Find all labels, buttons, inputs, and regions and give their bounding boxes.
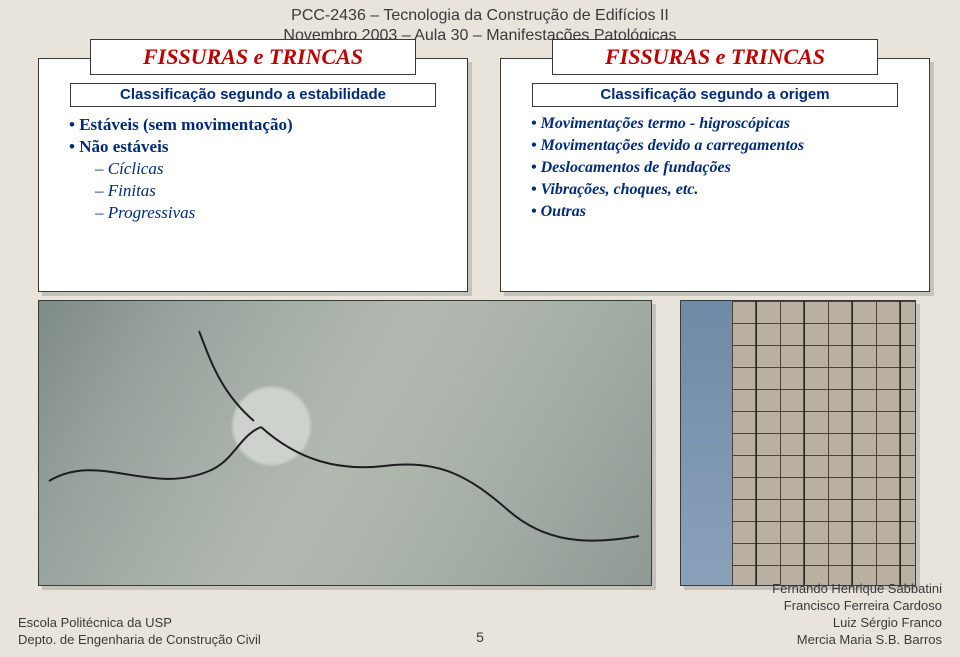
bullet-item: Outras xyxy=(531,203,913,221)
footer-left: Escola Politécnica da USP Depto. de Enge… xyxy=(18,615,261,649)
bullet-item: Movimentações termo - higroscópicas xyxy=(531,115,913,133)
crack-path-icon xyxy=(39,301,651,585)
panel-left-subhead: Classificação segundo a estabilidade xyxy=(120,86,386,103)
bullet-lvl2: Finitas xyxy=(95,181,451,201)
footer-right-line: Mercia Maria S.B. Barros xyxy=(772,632,942,649)
bullet-lvl2: Progressivas xyxy=(95,203,451,223)
footer-right-line: Luiz Sérgio Franco xyxy=(772,615,942,632)
header-line-1: PCC-2436 – Tecnologia da Construção de E… xyxy=(0,6,960,26)
panel-right-subhead-frame: Classificação segundo a origem xyxy=(532,83,898,107)
bullet-lvl1: Estáveis (sem movimentação) xyxy=(69,115,451,135)
bullet-item: Deslocamentos de fundações xyxy=(531,159,913,177)
panel-right: FISSURAS e TRINCAS Classificação segundo… xyxy=(500,58,930,292)
bullet-lvl2: Cíclicas xyxy=(95,159,451,179)
page-number: 5 xyxy=(476,629,484,645)
footer-right: Fernando Henrique Sabbatini Francisco Fe… xyxy=(772,581,942,649)
building-facade-photo xyxy=(681,301,915,585)
panel-left-title-frame: FISSURAS e TRINCAS xyxy=(90,39,417,75)
footer-left-line: Depto. de Engenharia de Construção Civil xyxy=(18,632,261,649)
footer-left-line: Escola Politécnica da USP xyxy=(18,615,261,632)
panel-right-subhead: Classificação segundo a origem xyxy=(600,86,829,103)
panel-left: FISSURAS e TRINCAS Classificação segundo… xyxy=(38,58,468,292)
sky-region xyxy=(681,301,732,585)
figure-building-facade xyxy=(680,300,916,586)
panel-right-title-frame: FISSURAS e TRINCAS xyxy=(552,39,879,75)
panel-right-bullets: Movimentações termo - higroscópicas Movi… xyxy=(517,115,913,221)
wall-crack-photo xyxy=(39,301,651,585)
panel-right-title: FISSURAS e TRINCAS xyxy=(605,44,825,69)
panel-left-bullets: Estáveis (sem movimentação) Não estáveis… xyxy=(55,115,451,223)
footer-right-line: Fernando Henrique Sabbatini xyxy=(772,581,942,598)
figure-wall-crack xyxy=(38,300,652,586)
panel-left-title: FISSURAS e TRINCAS xyxy=(143,44,363,69)
panel-left-subhead-frame: Classificação segundo a estabilidade xyxy=(70,83,436,107)
bullet-lvl1: Não estáveis xyxy=(69,137,451,157)
bullet-item: Vibrações, choques, etc. xyxy=(531,181,913,199)
footer-right-line: Francisco Ferreira Cardoso xyxy=(772,598,942,615)
bullet-item: Movimentações devido a carregamentos xyxy=(531,137,913,155)
facade-grid xyxy=(732,301,915,585)
